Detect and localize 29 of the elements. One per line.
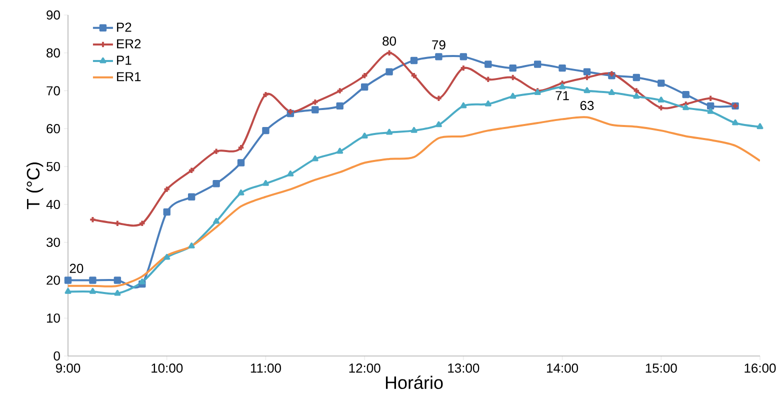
legend-label: P1 <box>117 56 132 65</box>
y-tick-label: 50 <box>46 162 60 172</box>
y-tick-label: 90 <box>46 10 60 20</box>
annotation: 80 <box>382 36 396 46</box>
y-axis-title: T (°C) <box>26 162 44 210</box>
x-tick-label: 12:00 <box>349 364 380 373</box>
x-tick-label: 9:00 <box>56 364 80 373</box>
annotation: 20 <box>70 264 84 274</box>
annotation: 79 <box>432 40 446 50</box>
y-tick-label: 60 <box>46 124 60 134</box>
x-tick-label: 13:00 <box>448 364 480 373</box>
y-tick-label: 70 <box>46 86 60 96</box>
x-tick-label: 10:00 <box>152 364 183 373</box>
annotation: 71 <box>556 91 569 100</box>
x-axis-title: Horário <box>386 376 443 390</box>
y-tick-label: 0 <box>54 351 60 361</box>
y-tick-label: 40 <box>46 200 60 210</box>
y-tick-label: 80 <box>46 48 60 58</box>
y-tick-label: 30 <box>46 238 60 247</box>
y-tick-label: 10 <box>47 313 60 323</box>
x-tick-label: 16:00 <box>744 364 776 373</box>
x-tick-label: 14:00 <box>547 364 578 373</box>
legend-label: ER2 <box>117 39 141 48</box>
x-tick-label: 11:00 <box>250 364 281 373</box>
annotation: 63 <box>580 100 594 110</box>
legend-label: P2 <box>117 22 132 32</box>
y-tick-label: 20 <box>46 276 60 285</box>
x-tick-label: 15:00 <box>646 364 677 373</box>
legend-label: ER1 <box>117 72 141 82</box>
